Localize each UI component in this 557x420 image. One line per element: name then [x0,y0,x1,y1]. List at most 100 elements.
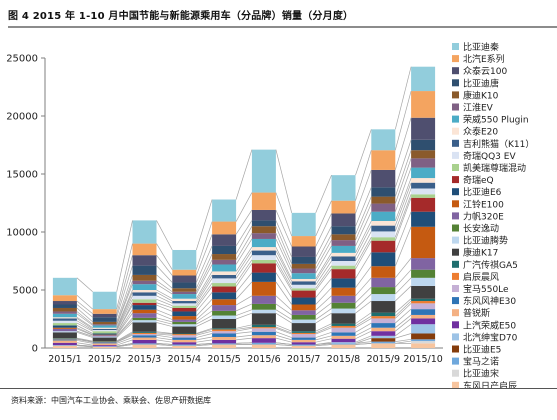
bar-segment [172,249,197,270]
bar-segment [172,282,197,289]
legend-label: 长安逸动 [463,223,499,235]
bar-segment [331,344,356,348]
bar-segment [411,167,436,179]
connector-line [275,246,293,280]
bar-segment [52,277,77,296]
connector-line [315,332,332,338]
connector-line [156,265,173,283]
bar-segment [52,332,77,339]
bar-segment [251,331,276,336]
connector-line [156,333,173,336]
connector-line [395,333,412,339]
connector-line [395,338,412,342]
bar-segment [212,328,237,330]
connector-line [195,199,213,251]
bar-segment [92,317,117,322]
connector-line [116,280,133,325]
x-tick-label: 2015/8 [327,354,360,365]
bar-segment [92,291,117,310]
bar-segment [132,337,157,340]
x-tick-label: 2015/7 [287,354,320,365]
bar-segment [411,178,436,183]
bar-segment [291,281,316,285]
connector-line [395,277,412,295]
legend-swatch [452,151,459,159]
bar-segment [92,331,117,334]
connector-line [275,209,293,247]
bar-segment [172,301,197,304]
x-tick-label: 2015/10 [403,354,442,365]
connector-line [76,337,93,342]
legend-label: 比亚迪唐 [463,77,499,89]
legend-label: 东风风神E30 [463,295,516,307]
x-tick-label: 2015/1 [48,354,81,365]
connector-line [315,175,332,213]
bar-segment [52,327,77,329]
connector-line [235,259,253,284]
connector-line [315,239,332,269]
bar-segment [331,278,356,288]
connector-line [156,332,173,335]
legend-swatch [452,115,459,123]
bar-segment [371,343,396,348]
source-note: 资料来源：中国汽车工业协会、乘联会、佐思产研数据库 [11,396,211,405]
y-tick-label: 10000 [6,228,38,239]
connector-line [156,317,173,323]
bar-segment [52,325,77,328]
bar-segment [132,299,157,303]
connector-line [395,300,412,317]
bar-segment [331,245,356,253]
y-tick-label: 5000 [13,286,38,297]
bar-segment [92,325,117,328]
legend-swatch [452,103,459,111]
bar-segment [92,321,117,325]
bar-segment [371,203,396,212]
bar-segment [172,344,197,346]
connector-line [315,302,332,316]
bar-segment [172,294,197,299]
connector-line [315,327,332,335]
bar-segment [291,246,316,257]
connector-line [315,245,332,274]
legend-swatch [452,285,459,292]
connector-line [395,314,412,328]
bar-segment [411,339,436,342]
y-tick-label: 0 [32,344,38,355]
connector-line [315,325,332,334]
connector-line [76,307,93,323]
legend-swatch [452,272,459,280]
bar-segment [212,336,237,340]
bar-segment [132,332,157,335]
legend-swatch [452,67,459,75]
bar-segment [371,318,396,324]
legend-label: 北汽绅宝D70 [463,331,518,343]
bar-segment [331,308,356,314]
legend-swatch [452,224,459,232]
connector-line [315,344,332,347]
y-tick-label: 15000 [6,170,38,181]
bar-segment [52,320,77,324]
connector-line [394,226,412,267]
connector-line [355,300,372,314]
legend-swatch [452,260,459,268]
bar-segment [172,316,197,320]
connector-line [196,278,213,304]
connector-line [196,333,213,338]
bar-segment [291,263,316,269]
connector-line [156,280,173,293]
connector-line [394,211,412,253]
bar-segment [251,309,276,314]
bar-segment [172,342,197,345]
connector-line [76,325,93,334]
connector-line [355,318,372,329]
connector-line [156,292,173,302]
bar-segment [132,302,157,306]
bar-segment [411,197,436,212]
connector-line [275,272,292,298]
connector-line [275,281,292,305]
bar-segment [172,324,197,327]
bar-segment [291,290,316,298]
connector-line [315,323,332,332]
connector-line [116,309,133,335]
connector-line [195,271,213,299]
